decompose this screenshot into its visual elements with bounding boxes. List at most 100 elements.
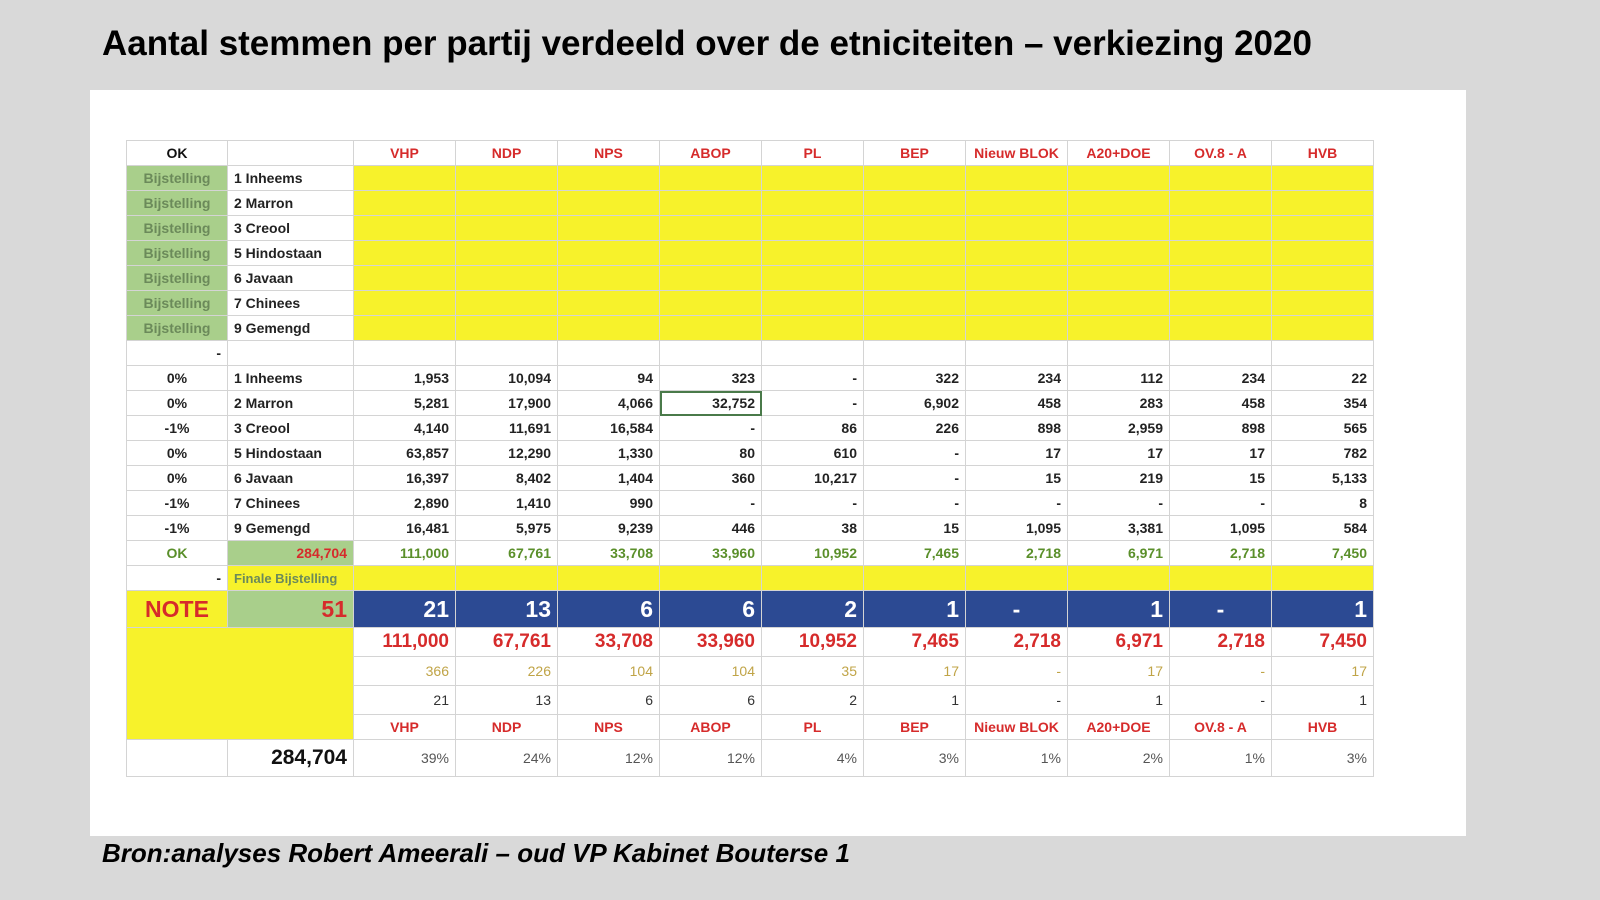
party-header-cell[interactable]: PL — [761, 140, 864, 166]
share-cell[interactable]: 39% — [353, 739, 456, 777]
adjust-label-cell[interactable]: Bijstelling — [126, 290, 228, 316]
share-cell[interactable]: 3% — [863, 739, 966, 777]
seat-count-cell[interactable]: 6 — [659, 685, 762, 715]
adjust-input-cell[interactable] — [1067, 290, 1170, 316]
adjust-input-cell[interactable] — [965, 240, 1068, 266]
spacer-cell[interactable] — [227, 340, 354, 366]
vote-cell[interactable]: 10,094 — [455, 365, 558, 391]
vote-cell[interactable]: 17 — [965, 440, 1068, 466]
party-footer-cell[interactable]: Nieuw BLOK — [965, 714, 1068, 740]
party-footer-cell[interactable]: PL — [761, 714, 864, 740]
vote-cell[interactable]: 9,239 — [557, 515, 660, 541]
adjust-input-cell[interactable] — [965, 165, 1068, 191]
vote-cell[interactable]: 458 — [965, 390, 1068, 416]
adjust-label-cell[interactable]: Bijstelling — [126, 240, 228, 266]
party-header-cell[interactable]: A20+DOE — [1067, 140, 1170, 166]
spacer-cell[interactable] — [863, 340, 966, 366]
spacer-cell[interactable] — [353, 340, 456, 366]
quota-cell[interactable]: 366 — [353, 656, 456, 686]
ok-cell[interactable]: OK — [126, 540, 228, 566]
party-header-cell[interactable]: VHP — [353, 140, 456, 166]
seat-count-cell[interactable]: 6 — [557, 685, 660, 715]
adjust-label-cell[interactable]: Bijstelling — [126, 190, 228, 216]
corner-cell[interactable]: OK — [126, 140, 228, 166]
seat-count-cell[interactable]: 1 — [1271, 685, 1374, 715]
vote-cell[interactable]: 10,217 — [761, 465, 864, 491]
adjust-input-cell[interactable] — [863, 215, 966, 241]
vote-cell[interactable]: 446 — [659, 515, 762, 541]
ethnicity-label-cell[interactable]: 3 Creool — [227, 215, 354, 241]
pct-cell[interactable]: 0% — [126, 365, 228, 391]
adjust-input-cell[interactable] — [659, 165, 762, 191]
seat-count-cell[interactable]: - — [1169, 685, 1272, 715]
adjust-input-cell[interactable] — [1271, 190, 1374, 216]
vote-cell[interactable]: 360 — [659, 465, 762, 491]
quota-cell[interactable]: 104 — [557, 656, 660, 686]
adjust-input-cell[interactable] — [965, 190, 1068, 216]
adjust-input-cell[interactable] — [659, 240, 762, 266]
vote-cell[interactable]: 16,397 — [353, 465, 456, 491]
grand-total-footer-cell[interactable]: 284,704 — [227, 739, 354, 777]
ethnicity-label-cell[interactable]: 7 Chinees — [227, 490, 354, 516]
adjust-input-cell[interactable] — [455, 215, 558, 241]
adjust-input-cell[interactable] — [1067, 265, 1170, 291]
adjust-input-cell[interactable] — [557, 215, 660, 241]
spacer-cell[interactable] — [557, 340, 660, 366]
adjust-input-cell[interactable] — [1169, 315, 1272, 341]
party-footer-cell[interactable]: OV.8 - A — [1169, 714, 1272, 740]
spacer-cell[interactable] — [1067, 340, 1170, 366]
adjust-input-cell[interactable] — [353, 290, 456, 316]
spacer-cell[interactable] — [1271, 340, 1374, 366]
vote-cell[interactable]: 22 — [1271, 365, 1374, 391]
vote-cell[interactable]: 584 — [1271, 515, 1374, 541]
quota-cell[interactable]: 226 — [455, 656, 558, 686]
spacer-cell[interactable] — [965, 340, 1068, 366]
seat-cell[interactable]: 6 — [557, 590, 660, 628]
finale-input-cell[interactable] — [557, 565, 660, 591]
vote-cell[interactable]: 565 — [1271, 415, 1374, 441]
seat-cell[interactable]: 21 — [353, 590, 456, 628]
adjust-input-cell[interactable] — [1271, 215, 1374, 241]
adjust-input-cell[interactable] — [1169, 190, 1272, 216]
adjust-input-cell[interactable] — [761, 240, 864, 266]
votes-cell[interactable]: 2,718 — [1169, 627, 1272, 657]
seat-cell[interactable]: 1 — [1271, 590, 1374, 628]
adjust-input-cell[interactable] — [1169, 265, 1272, 291]
party-total-cell[interactable]: 6,971 — [1067, 540, 1170, 566]
ethnicity-label-cell[interactable]: 5 Hindostaan — [227, 240, 354, 266]
share-cell[interactable]: 12% — [659, 739, 762, 777]
vote-cell[interactable]: 8,402 — [455, 465, 558, 491]
finale-input-cell[interactable] — [1271, 565, 1374, 591]
vote-cell[interactable]: 2,890 — [353, 490, 456, 516]
party-footer-cell[interactable]: HVB — [1271, 714, 1374, 740]
adjust-input-cell[interactable] — [965, 290, 1068, 316]
adjust-input-cell[interactable] — [659, 290, 762, 316]
adjust-input-cell[interactable] — [761, 190, 864, 216]
vote-cell[interactable]: 32,752 — [659, 390, 762, 416]
vote-cell[interactable]: 4,140 — [353, 415, 456, 441]
party-footer-cell[interactable]: NPS — [557, 714, 660, 740]
ethnicity-label-cell[interactable]: 3 Creool — [227, 415, 354, 441]
adjust-input-cell[interactable] — [455, 165, 558, 191]
share-cell[interactable]: 4% — [761, 739, 864, 777]
share-cell[interactable]: 2% — [1067, 739, 1170, 777]
adjust-input-cell[interactable] — [557, 290, 660, 316]
vote-cell[interactable]: 1,404 — [557, 465, 660, 491]
vote-cell[interactable]: 898 — [1169, 415, 1272, 441]
adjust-input-cell[interactable] — [863, 240, 966, 266]
adjust-input-cell[interactable] — [863, 315, 966, 341]
quota-cell[interactable]: 17 — [1067, 656, 1170, 686]
adjust-input-cell[interactable] — [659, 215, 762, 241]
vote-cell[interactable]: 283 — [1067, 390, 1170, 416]
adjust-input-cell[interactable] — [1271, 315, 1374, 341]
vote-cell[interactable]: 2,959 — [1067, 415, 1170, 441]
vote-cell[interactable]: - — [863, 440, 966, 466]
votes-cell[interactable]: 67,761 — [455, 627, 558, 657]
votes-cell[interactable]: 7,465 — [863, 627, 966, 657]
adjust-input-cell[interactable] — [1271, 165, 1374, 191]
vote-cell[interactable]: - — [761, 490, 864, 516]
quota-cell[interactable]: 35 — [761, 656, 864, 686]
adjust-input-cell[interactable] — [1067, 315, 1170, 341]
vote-cell[interactable]: - — [1169, 490, 1272, 516]
vote-cell[interactable]: 11,691 — [455, 415, 558, 441]
